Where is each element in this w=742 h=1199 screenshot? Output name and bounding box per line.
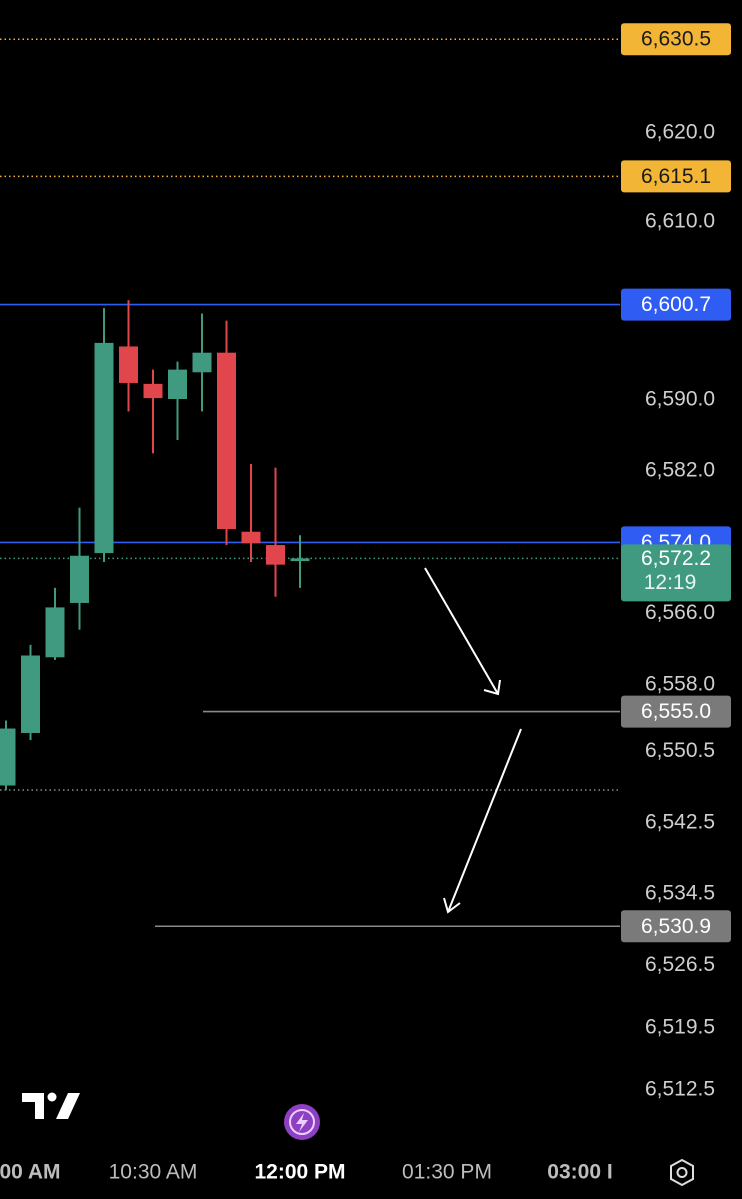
price-badge-label: 6,530.9: [641, 915, 711, 938]
countdown-label: 12:19: [644, 571, 697, 594]
y-tick-label: 6,512.5: [645, 1078, 715, 1101]
candle-body: [0, 728, 16, 786]
price-badge: [621, 23, 731, 56]
x-tick-label: 01:30 PM: [402, 1161, 492, 1184]
y-tick-label: 6,550.5: [645, 739, 715, 762]
y-tick-label: 6,534.5: [645, 882, 715, 905]
price-badge-label: 6,600.7: [641, 293, 711, 316]
y-tick-label: 6,582.0: [645, 459, 715, 482]
price-badge-label: 6,555.0: [641, 700, 711, 723]
current-price-badge: [621, 544, 731, 602]
y-tick-label: 6,526.5: [645, 953, 715, 976]
candle-body: [94, 342, 114, 554]
price-badge: [621, 695, 731, 728]
arrow-head: [483, 679, 501, 696]
arrow: [424, 567, 499, 695]
icon-bolt: [296, 1113, 308, 1132]
candle-body: [290, 558, 310, 562]
candle-body: [119, 346, 138, 383]
x-tick-label: 00 AM: [0, 1161, 61, 1184]
price-badge-label: 6,630.5: [641, 28, 711, 51]
y-tick-label: 6,519.5: [645, 1015, 715, 1038]
candle-body: [70, 555, 89, 603]
x-tick-label: 03:00 I: [547, 1161, 612, 1184]
candle-body: [266, 545, 285, 565]
current-price-label: 6,572.2: [641, 547, 711, 570]
logo-part: [56, 1093, 80, 1119]
gear: [670, 1158, 694, 1187]
candle-body: [168, 369, 187, 399]
y-tick-label: 6,558.0: [645, 672, 715, 695]
candle-body: [241, 531, 261, 544]
price-badge: [621, 910, 731, 943]
plot-area: 6,620.0 6,610.0 6,590.0 6,582.0 6,566.0 6,558…: [0, 23, 731, 1184]
x-tick-label: 12:00 PM: [254, 1161, 345, 1184]
y-tick-label: 6,610.0: [645, 209, 715, 232]
price-badge: [621, 160, 731, 193]
candle-body: [143, 383, 163, 399]
candle-body: [45, 607, 65, 658]
candle-body: [217, 352, 236, 530]
logo: [22, 1092, 80, 1119]
arrow-head: [443, 897, 461, 914]
price-badge: [621, 288, 731, 321]
y-tick-label: 6,566.0: [645, 601, 715, 624]
arrow: [447, 728, 522, 913]
candle-body: [192, 352, 212, 373]
logo-part: [47, 1092, 57, 1102]
price-badge-label: 6,615.1: [641, 165, 711, 188]
settings-icon[interactable]: [670, 1158, 694, 1187]
arrows: [424, 567, 522, 914]
y-tick-label: 6,590.0: [645, 387, 715, 410]
candle-body: [21, 655, 40, 733]
lightning-icon[interactable]: [284, 1104, 320, 1140]
y-tick-label: 6,542.5: [645, 810, 715, 833]
y-tick-label: 6,620.0: [645, 120, 715, 143]
gear-hole: [676, 1167, 688, 1178]
logo-part: [22, 1093, 44, 1119]
x-tick-label: 10:30 AM: [109, 1161, 198, 1184]
icon-ring: [289, 1109, 315, 1135]
